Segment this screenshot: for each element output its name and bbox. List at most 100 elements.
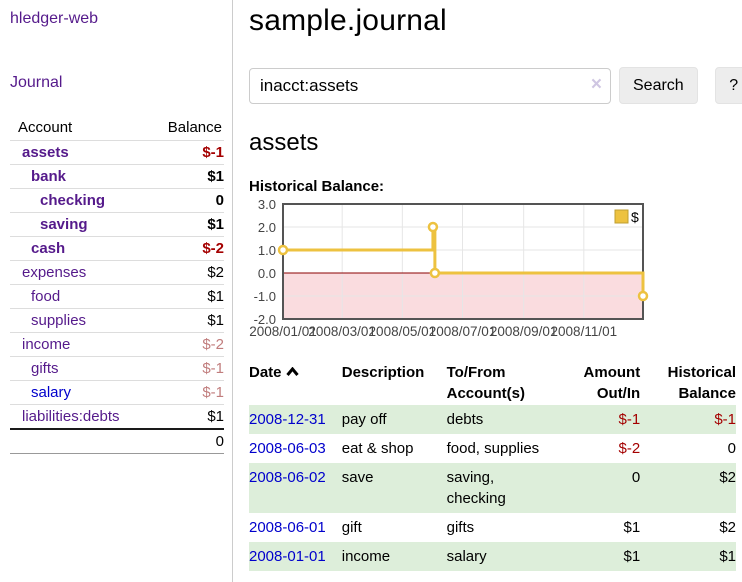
account-balance-liabilities-debts: $1 — [144, 404, 224, 429]
svg-text:2008/07/01: 2008/07/01 — [429, 324, 497, 339]
account-link-expenses[interactable]: expenses — [22, 264, 87, 281]
transaction-balance: $1 — [719, 548, 736, 565]
register-header-row: Date Description To/From Account(s) Amou… — [249, 361, 736, 405]
account-link-supplies[interactable]: supplies — [31, 312, 87, 329]
transaction-amount: $1 — [623, 519, 641, 536]
search-input[interactable] — [249, 67, 611, 104]
register-row: 2008-01-01 income salary $1 $1 — [249, 542, 736, 571]
transaction-amount: $1 — [623, 548, 641, 565]
transaction-date-link[interactable]: 2008-06-01 — [249, 519, 326, 536]
account-link-food[interactable]: food — [31, 288, 61, 305]
account-row-salary: salary $-1 — [10, 380, 224, 405]
svg-text:0.0: 0.0 — [258, 266, 276, 281]
accounts-header-account: Account — [18, 119, 73, 136]
account-balance-checking: 0 — [144, 188, 224, 213]
transaction-amount: $-1 — [618, 411, 641, 428]
account-balance-food: $1 — [144, 284, 224, 309]
help-button[interactable]: ? — [714, 67, 742, 104]
svg-text:3.0: 3.0 — [258, 197, 276, 212]
account-balance-saving: $1 — [144, 212, 224, 237]
search-input-wrap: × — [249, 67, 611, 104]
accounts-table: Account Balance assets $-1 bank $1 check… — [10, 116, 224, 454]
transaction-balance: $2 — [719, 519, 736, 536]
sidebar: hledger-web Journal Account Balance asse… — [0, 0, 233, 582]
transaction-balance: $2 — [719, 469, 736, 486]
account-row-expenses: expenses $2 — [10, 260, 224, 285]
transaction-description: save — [341, 469, 374, 486]
svg-text:1.0: 1.0 — [258, 243, 276, 258]
transaction-amount: 0 — [631, 469, 641, 486]
account-row-assets: assets $-1 — [10, 140, 224, 165]
accounts-total-value: 0 — [144, 428, 224, 454]
account-balance-cash: $-2 — [144, 236, 224, 261]
col-header-amount: Amount Out/In — [583, 364, 641, 402]
sort-ascending-icon — [285, 362, 299, 383]
sidebar-nav: Journal — [10, 74, 224, 92]
page-title: sample.journal — [249, 4, 447, 37]
account-link-income[interactable]: income — [22, 336, 71, 353]
transaction-date-link[interactable]: 2008-12-31 — [249, 411, 326, 428]
account-link-gifts[interactable]: gifts — [31, 360, 59, 377]
transaction-accounts: food, supplies — [446, 440, 540, 457]
transaction-date-link[interactable]: 2008-06-02 — [249, 469, 326, 486]
chart-svg: $3.0 2.0 1.0 0.0 -1.0 -2.02008/01/012008/03/0… — [249, 197, 649, 339]
account-heading: assets — [249, 129, 319, 156]
historical-balance-chart: $3.0 2.0 1.0 0.0 -1.0 -2.0 2008/01/01 2008/03/0… — [249, 197, 742, 346]
account-balance-assets: $-1 — [144, 140, 224, 165]
account-link-saving[interactable]: saving — [40, 216, 88, 233]
register-row: 2008-06-01 gift gifts $1 $2 — [249, 513, 736, 542]
transaction-accounts: saving, checking — [446, 469, 506, 507]
clear-search-icon[interactable]: × — [590, 73, 602, 95]
account-row-food: food $1 — [10, 284, 224, 309]
register-row: 2008-12-31 pay off debts $-1 $-1 — [249, 405, 736, 434]
account-row-income: income $-2 — [10, 332, 224, 357]
nav-journal-link[interactable]: Journal — [10, 74, 63, 91]
accounts-header-row: Account Balance — [10, 116, 224, 141]
account-balance-supplies: $1 — [144, 308, 224, 333]
accounts-header-balance: Balance — [167, 119, 222, 136]
account-link-cash[interactable]: cash — [31, 240, 66, 257]
svg-text:2008/11/01: 2008/11/01 — [551, 324, 618, 339]
svg-text:-1.0: -1.0 — [254, 289, 276, 304]
transaction-description: gift — [341, 519, 362, 536]
account-link-liabilities-debts[interactable]: liabilities:debts — [22, 408, 120, 425]
account-link-bank[interactable]: bank — [31, 168, 67, 185]
transaction-amount: $-2 — [618, 440, 641, 457]
main-content: sample.journal × Search ? assets Histori… — [233, 0, 742, 582]
search-button[interactable]: Search — [619, 67, 698, 104]
account-row-saving: saving $1 — [10, 212, 224, 237]
transaction-date-link[interactable]: 2008-06-03 — [249, 440, 326, 457]
svg-text:$: $ — [631, 209, 639, 225]
account-row-supplies: supplies $1 — [10, 308, 224, 333]
account-balance-gifts: $-1 — [144, 356, 224, 381]
brand: hledger-web — [10, 10, 224, 28]
register-row: 2008-06-03 eat & shop food, supplies $-2… — [249, 434, 736, 463]
account-link-salary[interactable]: salary — [31, 384, 72, 401]
account-row-checking: checking 0 — [10, 188, 224, 213]
account-row-bank: bank $1 — [10, 164, 224, 189]
account-link-assets[interactable]: assets — [22, 144, 69, 161]
accounts-total-row: 0 — [10, 428, 224, 454]
transaction-balance: 0 — [727, 440, 736, 457]
register-table: Date Description To/From Account(s) Amou… — [249, 361, 736, 571]
transaction-description: eat & shop — [341, 440, 414, 457]
svg-text:-2.0: -2.0 — [254, 312, 276, 327]
search-bar: × Search ? — [249, 67, 742, 104]
transaction-description: pay off — [341, 411, 387, 428]
svg-text:2008/03/01: 2008/03/01 — [308, 324, 376, 339]
account-link-checking[interactable]: checking — [40, 192, 106, 209]
account-row-cash: cash $-2 — [10, 236, 224, 261]
account-balance-income: $-2 — [144, 332, 224, 357]
svg-text:2008/09/01: 2008/09/01 — [490, 324, 558, 339]
transaction-accounts: gifts — [446, 519, 475, 536]
account-row-liabilities-debts: liabilities:debts $1 — [10, 404, 224, 429]
register-row: 2008-06-02 save saving, checking 0 $2 — [249, 463, 736, 513]
transaction-balance: $-1 — [714, 411, 736, 428]
transaction-date-link[interactable]: 2008-01-01 — [249, 548, 326, 565]
brand-link[interactable]: hledger-web — [10, 10, 99, 27]
svg-text:2.0: 2.0 — [258, 220, 276, 235]
transaction-description: income — [341, 548, 391, 565]
svg-text:2008/01/01: 2008/01/01 — [249, 324, 317, 339]
svg-text:2008/05/01: 2008/05/01 — [369, 324, 437, 339]
